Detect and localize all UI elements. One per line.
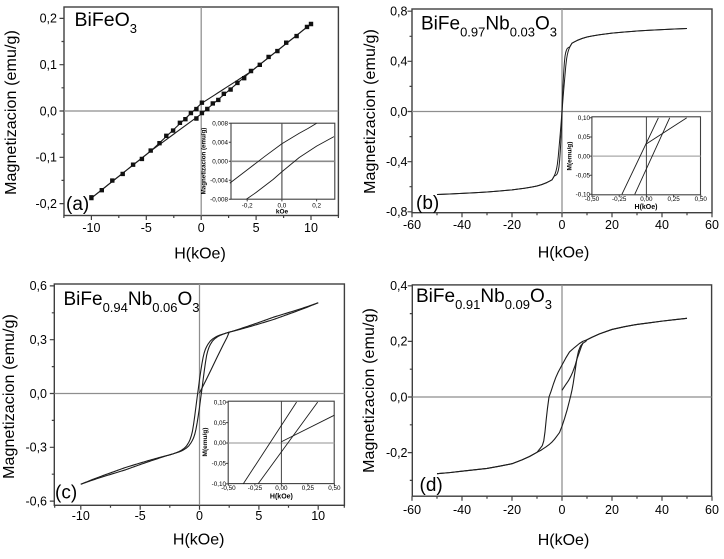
svg-text:H(kOe): H(kOe): [635, 204, 658, 211]
svg-text:0,2: 0,2: [312, 203, 321, 210]
svg-text:-40: -40: [453, 503, 471, 517]
svg-text:0,000: 0,000: [212, 159, 228, 166]
svg-text:0,0: 0,0: [390, 105, 407, 119]
svg-text:-40: -40: [453, 218, 471, 232]
svg-text:0: 0: [559, 218, 566, 232]
svg-text:-0,25: -0,25: [612, 196, 627, 203]
svg-text:-20: -20: [503, 503, 521, 517]
svg-text:0,0: 0,0: [40, 104, 57, 118]
svg-text:(c): (c): [55, 483, 77, 504]
svg-text:5: 5: [253, 221, 260, 235]
svg-text:0,0: 0,0: [390, 390, 407, 404]
svg-text:0,05: 0,05: [578, 134, 591, 141]
svg-text:0,6: 0,6: [30, 279, 47, 293]
svg-text:0,50: 0,50: [328, 485, 341, 492]
svg-text:-0,50: -0,50: [221, 485, 236, 492]
svg-text:0,8: 0,8: [390, 4, 407, 18]
svg-text:0,00: 0,00: [578, 153, 591, 160]
svg-text:M(emu/g): M(emu/g): [202, 428, 209, 457]
svg-text:M(emu/g): M(emu/g): [567, 142, 574, 171]
svg-text:-5: -5: [141, 221, 152, 235]
svg-text:0,2: 0,2: [390, 335, 407, 349]
svg-text:20: 20: [605, 218, 619, 232]
svg-text:H(kOe): H(kOe): [270, 494, 293, 501]
svg-text:60: 60: [705, 503, 719, 517]
svg-text:-0,10: -0,10: [212, 481, 227, 488]
svg-text:H(kOe): H(kOe): [538, 532, 590, 549]
svg-text:Magnetizacion (emu/g): Magnetizacion (emu/g): [3, 30, 20, 195]
svg-text:-0,4: -0,4: [386, 155, 408, 169]
svg-text:0,00: 0,00: [275, 485, 288, 492]
svg-text:(b): (b): [416, 193, 439, 214]
svg-text:-0,3: -0,3: [25, 441, 47, 455]
svg-text:H(kOe): H(kOe): [538, 244, 590, 261]
svg-text:20: 20: [605, 503, 619, 517]
svg-text:-0,10: -0,10: [576, 192, 591, 199]
svg-text:-0,2: -0,2: [386, 446, 408, 460]
svg-text:0,25: 0,25: [667, 196, 680, 203]
svg-text:0,2: 0,2: [40, 12, 57, 26]
svg-text:-60: -60: [403, 218, 421, 232]
svg-text:H(kOe): H(kOe): [174, 246, 226, 263]
svg-text:0,0: 0,0: [30, 387, 47, 401]
svg-text:10: 10: [311, 509, 325, 523]
svg-text:Magnetizacion (emu/g): Magnetizacion (emu/g): [362, 29, 379, 194]
svg-text:-0,8: -0,8: [386, 205, 408, 219]
svg-text:0,008: 0,008: [212, 121, 228, 128]
svg-text:0: 0: [196, 509, 203, 523]
svg-text:-0,6: -0,6: [25, 494, 47, 508]
svg-text:0,004: 0,004: [212, 140, 228, 147]
svg-text:-10: -10: [72, 509, 90, 523]
svg-text:0: 0: [559, 503, 566, 517]
svg-text:40: 40: [655, 218, 669, 232]
svg-text:-5: -5: [135, 509, 146, 523]
svg-text:-20: -20: [503, 218, 521, 232]
svg-text:0,3: 0,3: [30, 333, 47, 347]
svg-text:kOe: kOe: [276, 209, 289, 216]
svg-text:0,0: 0,0: [278, 203, 287, 210]
svg-text:-0,2: -0,2: [242, 203, 253, 210]
svg-text:Magnetizacion (emu/g): Magnetizacion (emu/g): [1, 314, 18, 479]
svg-text:-0,1: -0,1: [35, 151, 57, 165]
svg-text:0,10: 0,10: [578, 115, 591, 122]
svg-text:-0,008: -0,008: [210, 197, 228, 204]
svg-text:-60: -60: [403, 503, 421, 517]
svg-text:(a): (a): [66, 194, 89, 215]
svg-text:0,25: 0,25: [302, 485, 315, 492]
svg-text:40: 40: [655, 503, 669, 517]
svg-text:0,50: 0,50: [695, 196, 708, 203]
svg-text:0,00: 0,00: [640, 196, 653, 203]
svg-text:-0,05: -0,05: [212, 461, 227, 468]
svg-text:10: 10: [304, 221, 318, 235]
svg-text:-0,25: -0,25: [248, 485, 263, 492]
svg-text:0,05: 0,05: [214, 420, 227, 427]
svg-text:(d): (d): [420, 475, 443, 496]
svg-text:0,4: 0,4: [390, 55, 407, 69]
svg-text:-0,004: -0,004: [210, 178, 228, 185]
svg-text:-0,50: -0,50: [585, 196, 600, 203]
svg-text:5: 5: [255, 509, 262, 523]
svg-text:0,4: 0,4: [390, 279, 407, 293]
svg-text:-0,05: -0,05: [576, 172, 591, 179]
svg-text:60: 60: [705, 218, 719, 232]
svg-text:0,1: 0,1: [40, 58, 57, 72]
svg-text:0: 0: [198, 221, 205, 235]
svg-text:-10: -10: [82, 221, 100, 235]
svg-text:0,10: 0,10: [214, 399, 227, 406]
svg-text:Magnetizacion (emu/g): Magnetizacion (emu/g): [201, 128, 208, 195]
svg-text:Magnetizacion (emu/g): Magnetizacion (emu/g): [361, 308, 378, 473]
svg-text:-0,2: -0,2: [35, 197, 57, 211]
svg-text:H(kOe): H(kOe): [173, 532, 225, 549]
svg-text:0,00: 0,00: [214, 440, 227, 447]
